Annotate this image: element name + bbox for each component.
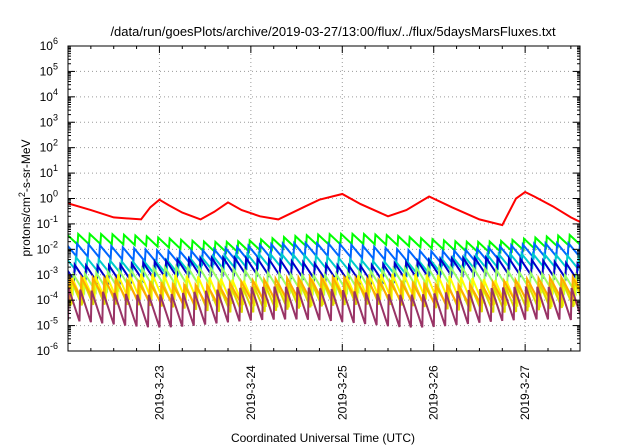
y-tick-label: 10-6 xyxy=(37,341,58,358)
series-line-2 xyxy=(68,231,580,255)
y-tick-label: 10-1 xyxy=(37,214,58,231)
series-line-3 xyxy=(68,240,580,267)
y-tick-label: 100 xyxy=(40,189,58,206)
y-tick-label: 105 xyxy=(40,61,58,78)
series-line-8 xyxy=(68,278,580,313)
y-axis-label: protons/cm2-s-sr-MeV xyxy=(17,139,33,256)
y-tick-label: 101 xyxy=(40,163,58,180)
y-tick-label: 106 xyxy=(40,36,58,53)
series-line-10 xyxy=(68,286,580,328)
y-axis-ticks: 106 105 104 103 102 101 100 10-1 10-2 10-3 10-4 10-… xyxy=(37,36,580,358)
y-tick-label: 10-4 xyxy=(37,290,58,307)
x-axis-ticks: 2019-3-23 2019-3-24 2019-3-25 2019-3-26 2019… xyxy=(90,46,572,420)
x-tick-label: 2019-3-27 xyxy=(518,365,532,420)
x-tick-label: 2019-3-24 xyxy=(244,365,258,420)
y-tick-label: 10-2 xyxy=(37,239,58,256)
y-tick-label: 10-3 xyxy=(37,265,58,282)
y-tick-label: 102 xyxy=(40,138,58,155)
chart-title: /data/run/goesPlots/archive/2019-03-27/1… xyxy=(110,24,556,39)
series-line-1 xyxy=(68,190,580,227)
y-tick-label: 103 xyxy=(40,112,58,129)
series-layer xyxy=(68,190,580,328)
y-tick-label: 10-5 xyxy=(37,316,58,333)
y-tick-label: 104 xyxy=(40,87,58,104)
x-tick-label: 2019-3-23 xyxy=(152,365,166,420)
x-tick-label: 2019-3-26 xyxy=(427,365,441,420)
x-tick-label: 2019-3-25 xyxy=(335,365,349,420)
x-axis-label: Coordinated Universal Time (UTC) xyxy=(231,431,415,445)
